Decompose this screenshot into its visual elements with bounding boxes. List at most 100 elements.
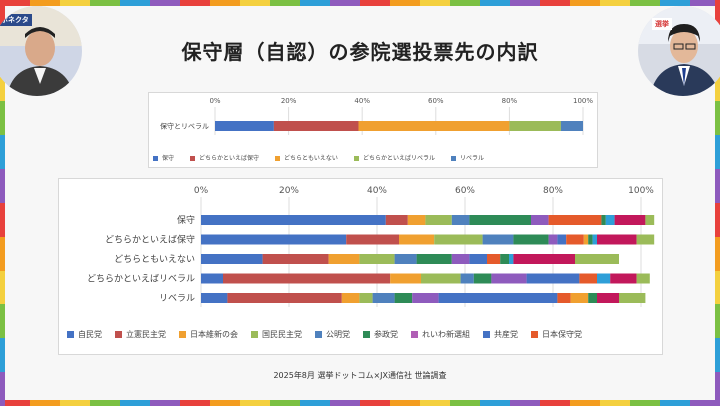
- bar-segment: [346, 234, 399, 245]
- border-bottom: [0, 400, 720, 406]
- chart-2-container: 0% 20% 40% 60% 80% 100% 保守 どちらかといえば保守 どちらともいえないど…: [58, 178, 663, 355]
- bar-segment: [509, 121, 561, 131]
- border-segment: [390, 400, 420, 406]
- bar-segment: [328, 254, 360, 264]
- bar-segment: [575, 254, 619, 264]
- border-segment: [270, 0, 300, 6]
- bar-segment: [201, 234, 347, 245]
- bar-segment: [605, 215, 615, 225]
- border-segment: [630, 400, 660, 406]
- bar-segment: [407, 215, 426, 225]
- bar-segment: [425, 215, 452, 225]
- legend-label: 自民党: [78, 329, 102, 339]
- bar-segment: [614, 215, 646, 225]
- x-tick-label: 20%: [281, 97, 297, 105]
- legend-label: どちらともいえない: [284, 154, 338, 162]
- bar-segment: [385, 215, 408, 225]
- bar-segment: [588, 234, 593, 245]
- bar-segment: [201, 293, 228, 303]
- bar-segment: [579, 273, 597, 284]
- legend-label: どちらかといえば保守: [199, 154, 259, 162]
- legend-label: 参政党: [374, 329, 398, 339]
- legend-swatch: [153, 156, 158, 161]
- border-segment: [600, 0, 630, 6]
- border-segment: [390, 0, 420, 6]
- legend-label: どちらかといえばリベラル: [363, 154, 435, 162]
- category-label: 保守とリベラル: [160, 121, 209, 130]
- border-segment: [30, 400, 60, 406]
- border-segment: [210, 0, 240, 6]
- x-tick-label: 0%: [194, 186, 209, 196]
- bar-segment: [597, 293, 619, 303]
- border-segment: [210, 400, 240, 406]
- chart-1-container: 0% 20% 40% 60% 80% 100% 保守とリベラル 保守 どちらかといえば保守 どちら…: [148, 92, 598, 168]
- border-segment: [0, 236, 5, 271]
- legend-swatch: [315, 331, 322, 338]
- border-segment: [30, 0, 60, 6]
- bar-segment: [557, 234, 567, 245]
- bar-segment: [592, 234, 597, 245]
- border-segment: [0, 400, 30, 406]
- slide-title: 保守層（自認）の参院選投票先の内訳: [181, 40, 539, 64]
- legend-swatch: [251, 331, 258, 338]
- bar-segment: [513, 234, 549, 245]
- category-label: 保守: [177, 214, 195, 226]
- legend-label: 国民民主党: [262, 329, 302, 339]
- border-segment: [420, 400, 450, 406]
- border-segment: [240, 400, 270, 406]
- bar-segment: [469, 254, 487, 264]
- bar-segment: [473, 273, 492, 284]
- presenter-right-image: [638, 6, 720, 96]
- border-segment: [715, 236, 720, 271]
- bar-segment: [597, 234, 637, 245]
- bar-segment: [531, 215, 549, 225]
- bar-segment: [557, 293, 571, 303]
- border-segment: [630, 0, 660, 6]
- bar-segment: [438, 293, 558, 303]
- bar-segment: [482, 234, 514, 245]
- bar-segment: [412, 293, 439, 303]
- border-segment: [600, 400, 630, 406]
- border-segment: [300, 0, 330, 6]
- bar-segment: [560, 121, 583, 131]
- border-segment: [715, 0, 720, 34]
- x-tick-label: 20%: [279, 186, 299, 196]
- bar-segment: [487, 254, 501, 264]
- x-tick-label: 60%: [455, 186, 475, 196]
- border-segment: [180, 400, 210, 406]
- bar-segment: [390, 273, 421, 284]
- border-segment: [480, 400, 510, 406]
- bar-segment: [500, 254, 509, 264]
- border-segment: [180, 0, 210, 6]
- bar-segment: [636, 234, 655, 245]
- border-segment: [330, 0, 360, 6]
- legend-label: 保守: [162, 154, 174, 162]
- video-left: ボネクタ: [0, 6, 82, 96]
- bar-segment: [201, 273, 223, 284]
- border-segment: [715, 67, 720, 102]
- source-note: 2025年8月 選挙ドットコム×JX通信社 世論調査: [273, 371, 447, 380]
- video-right: 選挙: [638, 6, 720, 96]
- border-segment: [715, 169, 720, 203]
- border-segment: [510, 400, 540, 406]
- border-segment: [0, 372, 5, 406]
- bar-segment: [359, 254, 395, 264]
- border-segment: [240, 0, 270, 6]
- border-segment: [480, 0, 510, 6]
- border-segment: [570, 400, 600, 406]
- border-segment: [690, 400, 720, 406]
- bar-segment: [262, 254, 329, 264]
- chart-2: 0% 20% 40% 60% 80% 100% 保守どちらかといえば保守どちらともいえないど…: [67, 186, 655, 339]
- border-segment: [0, 338, 5, 373]
- border-segment: [450, 0, 480, 6]
- border-segment: [0, 169, 5, 203]
- border-segment: [715, 372, 720, 406]
- legend-label: れいわ新選組: [422, 329, 470, 339]
- bar-segment: [645, 215, 655, 225]
- legend-swatch: [190, 156, 195, 161]
- border-segment: [715, 270, 720, 305]
- legend-swatch: [275, 156, 280, 161]
- border-segment: [715, 202, 720, 237]
- bar-segment: [570, 293, 589, 303]
- bar-segment: [566, 234, 584, 245]
